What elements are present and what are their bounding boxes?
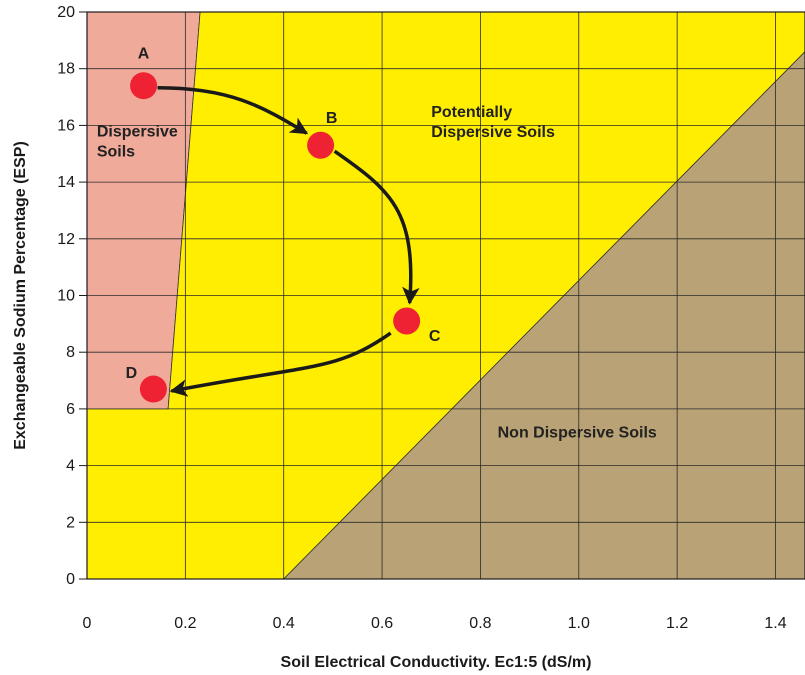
data-points: A B C D [126,46,441,403]
y-tick-label: 16 [57,117,75,134]
region-label-potentially-dispersive-soils: Potentially Dispersive Soils [431,104,555,141]
x-tick-label: 0.2 [174,615,196,632]
point-label-c: C [429,328,441,345]
x-tick-label: 1.2 [666,615,688,632]
x-tick-label: 0.8 [469,615,491,632]
arrow-a-to-b [157,85,309,135]
arrow-b-to-c [333,149,420,305]
point-c [393,307,421,335]
axis-ticks: 0 2 4 6 8 10 12 14 16 18 20 0 0.2 0.4 0.6 0.8 1.0 1.2 1.4 [57,4,787,632]
region-labels: Dispersive Soils Potentially Dispersive Soi… [97,104,657,441]
y-tick-label: 2 [66,514,75,531]
y-tick-label: 18 [57,61,75,78]
x-tick-label: 0.6 [371,615,393,632]
arrow-c-to-d [169,331,392,397]
point-label-b: B [326,110,338,127]
region-label-dispersive-soils: Dispersive Soils [97,124,178,161]
x-axis-title: Soil Electrical Conductivity. Ec1:5 (dS/… [281,654,592,671]
point-d [139,375,167,403]
chart-grid [87,12,805,579]
x-tick-label: 0.4 [273,615,295,632]
y-tick-label: 10 [57,288,75,305]
y-tick-label: 0 [66,571,75,588]
point-a [130,72,158,100]
y-axis-title: Exchangeable Sodium Percentage (ESP) [12,141,29,450]
y-tick-label: 20 [57,4,75,21]
x-tick-label: 1.0 [568,615,590,632]
y-tick-label: 4 [66,458,75,475]
x-tick-label: 1.4 [764,615,786,632]
point-label-d: D [126,365,138,382]
y-tick-label: 12 [57,231,75,248]
y-tick-label: 8 [66,344,75,361]
x-tick-label: 0 [83,615,92,632]
region-label-non-dispersive-soils: Non Dispersive Soils [498,424,657,441]
y-tick-label: 6 [66,401,75,418]
y-tick-label: 14 [57,174,75,191]
trajectory-arrows [157,85,420,397]
point-b [307,131,335,159]
point-label-a: A [138,46,150,63]
